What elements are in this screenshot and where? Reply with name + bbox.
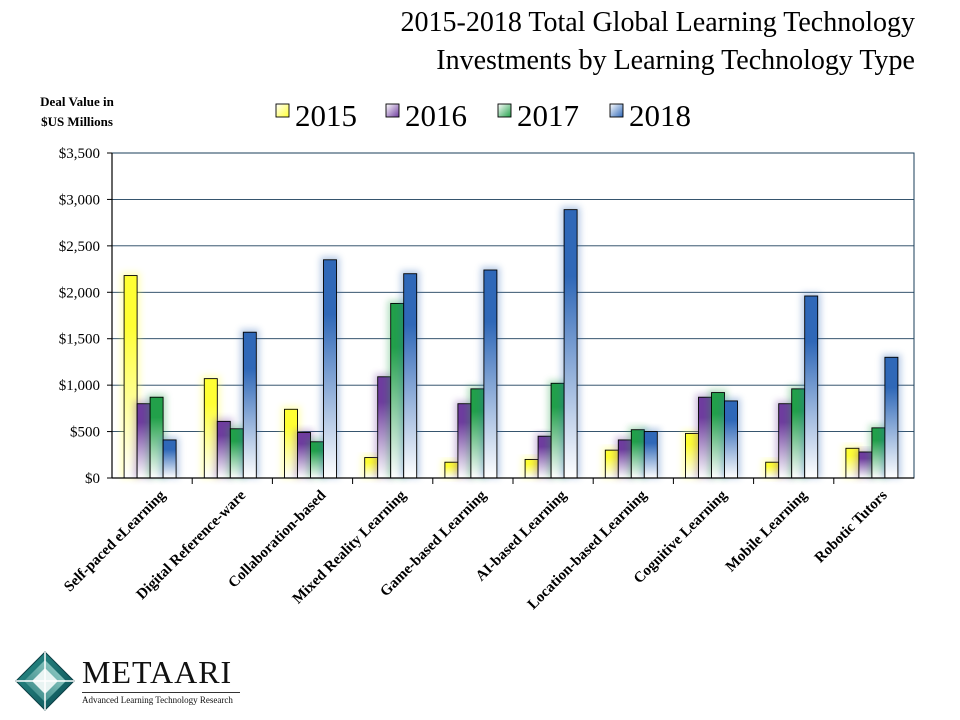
bar-chart: 2015 2016 2017 2018 $0 $500 $1,000 $1,500 $2,00… bbox=[59, 98, 915, 613]
legend: 2015 2016 2017 2018 bbox=[275, 98, 691, 133]
bar-2018-5 bbox=[563, 209, 578, 479]
plot-area: $0 $500 $1,000 $1,500 $2,000 $2,500 $3,000 $3,5… bbox=[59, 146, 915, 613]
bar-2018-2 bbox=[323, 259, 337, 479]
x-tick-label: Robotic Tutors bbox=[812, 487, 891, 566]
legend-label-2015: 2015 bbox=[295, 98, 357, 133]
legend-swatch-2017 bbox=[497, 103, 512, 118]
bar-2018-1 bbox=[242, 331, 257, 479]
diamond-logo-icon bbox=[15, 651, 75, 711]
x-tick-label: Mobile Learning bbox=[723, 487, 811, 575]
y-tick-label: $0 bbox=[85, 471, 100, 487]
y-axis-label-line-2: $US Millions bbox=[41, 114, 113, 129]
y-tick-label: $2,000 bbox=[59, 285, 100, 301]
y-tick-label: $3,000 bbox=[59, 192, 100, 208]
bar-2018-9 bbox=[884, 356, 899, 479]
chart-title-line-2: Investments by Learning Technology Type bbox=[436, 45, 915, 76]
chart-title: 2015-2018 Total Global Learning Technolo… bbox=[215, 4, 916, 80]
bar-2018-4 bbox=[483, 269, 498, 479]
bar-2018-6 bbox=[643, 431, 658, 479]
legend-label-2017: 2017 bbox=[517, 98, 579, 133]
logo-divider bbox=[82, 692, 240, 693]
y-tick-label: $1,000 bbox=[59, 378, 100, 394]
legend-swatch-2015 bbox=[275, 103, 290, 118]
logo-brand-text: METAARI bbox=[82, 654, 233, 690]
y-tick-label: $3,500 bbox=[59, 146, 100, 162]
y-tick-label: $2,500 bbox=[59, 239, 100, 255]
bar-2018-8 bbox=[804, 295, 819, 479]
bar-2018-3 bbox=[403, 273, 418, 479]
bar-2018-0 bbox=[162, 439, 177, 479]
y-tick-label: $500 bbox=[70, 425, 100, 441]
y-axis-label-line-1: Deal Value in bbox=[40, 94, 114, 109]
legend-label-2016: 2016 bbox=[405, 98, 467, 133]
y-axis-label: Deal Value in $US Millions bbox=[22, 92, 132, 132]
logo-tagline: Advanced Learning Technology Research bbox=[82, 695, 233, 705]
y-tick-label: $1,500 bbox=[59, 332, 100, 348]
chart-title-line-1: 2015-2018 Total Global Learning Technolo… bbox=[400, 7, 916, 38]
legend-label-2018: 2018 bbox=[629, 98, 691, 133]
legend-swatch-2018 bbox=[609, 103, 624, 118]
bar-2018-7 bbox=[724, 400, 738, 479]
legend-swatch-2016 bbox=[385, 103, 400, 118]
metaari-logo: METAARI Advanced Learning Technology Res… bbox=[14, 650, 274, 712]
